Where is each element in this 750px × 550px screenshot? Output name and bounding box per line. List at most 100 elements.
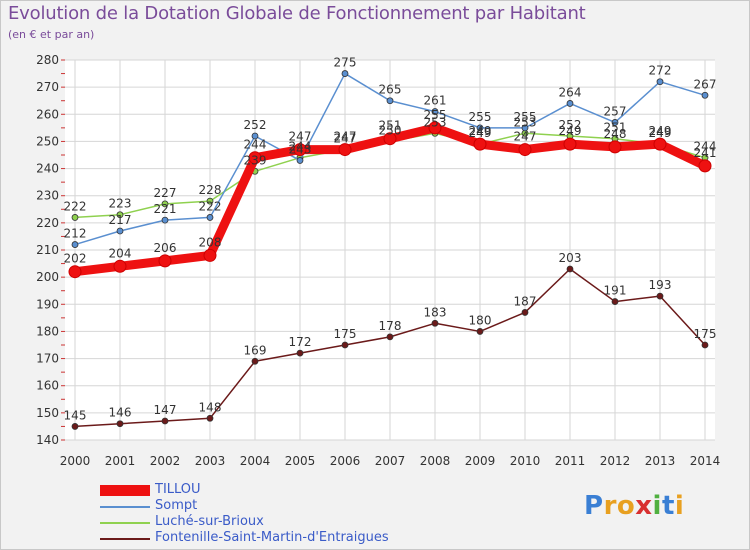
data-point [296,349,304,357]
data-label: 221 [154,202,177,216]
data-label: 217 [109,213,132,227]
x-tick-label: 2011 [555,454,586,468]
data-point [656,292,664,300]
data-point [698,159,712,173]
logo-letter: P [584,491,604,521]
y-tick-label: 160 [36,379,59,393]
data-label: 239 [244,153,267,167]
data-label: 244 [694,140,717,154]
logo-letter: t [661,491,675,521]
x-tick-label: 2000 [60,454,91,468]
data-label: 222 [199,199,222,213]
data-label: 208 [199,235,222,249]
x-tick-label: 2007 [375,454,406,468]
y-tick-label: 230 [36,189,59,203]
logo-letter: i [652,491,662,521]
data-point [518,143,532,157]
data-label: 247 [289,130,312,144]
data-point [428,121,442,135]
data-label: 264 [559,85,582,99]
data-label: 183 [424,305,447,319]
legend-swatch-fontenille [100,538,150,540]
data-label: 261 [424,94,447,108]
data-label: 146 [109,406,132,420]
data-label: 249 [649,126,672,140]
legend-label: Sompt [155,498,198,513]
x-tick-label: 2002 [150,454,181,468]
data-point [611,298,619,305]
y-tick-label: 250 [36,134,59,148]
data-point [71,423,79,430]
logo-letter: r [603,491,617,521]
data-label: 212 [64,227,87,241]
data-label: 249 [559,124,582,138]
y-tick-label: 180 [36,324,59,338]
data-point [206,414,214,422]
data-point [431,108,439,115]
legend-swatch-sompt [100,506,150,508]
y-tick-label: 140 [36,433,59,447]
data-label: 145 [64,408,87,422]
data-point [473,137,487,151]
data-point [158,254,172,268]
data-label: 255 [424,108,447,122]
data-label: 253 [514,115,537,129]
data-label: 244 [289,140,312,154]
data-point [341,341,349,349]
data-label: 249 [469,124,492,138]
data-label: 223 [109,197,132,211]
data-point [701,91,709,99]
x-tick-label: 2003 [195,454,226,468]
logo-letter: x [635,491,653,521]
data-label: 272 [649,64,672,78]
data-label: 227 [154,186,177,200]
proxiti-logo: Proxiti [584,491,684,521]
data-label: 187 [514,294,537,308]
legend-label: Luché-sur-Brioux [155,514,264,529]
data-label: 247 [334,130,357,144]
data-label: 251 [379,119,402,133]
data-point [296,157,304,164]
data-label: 206 [154,241,177,255]
y-tick-label: 270 [36,80,59,94]
data-point [521,309,529,316]
legend-label: Fontenille-Saint-Martin-d'Entraigues [155,530,389,545]
data-label: 253 [424,115,447,129]
data-point [611,119,619,126]
logo-letter: i [674,491,685,521]
x-tick-label: 2013 [645,454,676,468]
data-label: 275 [334,56,357,70]
x-tick-label: 2010 [510,454,541,468]
data-point [476,124,484,132]
data-label: 191 [604,284,627,298]
data-label: 228 [199,183,222,197]
y-tick-label: 240 [36,162,59,176]
chart-title: Evolution de la Dotation Globale de Fonc… [8,3,586,24]
data-label: 248 [604,127,627,141]
data-point [563,137,577,151]
y-tick-label: 220 [36,216,59,230]
data-point [341,70,349,77]
data-point [68,265,82,279]
data-label: 247 [514,130,537,144]
x-tick-label: 2014 [690,454,721,468]
data-label: 180 [469,313,492,327]
data-point [161,200,169,208]
data-label: 175 [334,327,357,341]
data-point [521,124,529,132]
data-point [656,78,664,86]
data-label: 204 [109,246,132,260]
data-point [251,132,259,140]
data-label: 178 [379,319,402,333]
x-tick-label: 2005 [285,454,316,468]
legend-swatch-luche [100,522,150,524]
x-tick-label: 2008 [420,454,451,468]
data-point [248,151,262,165]
legend-swatch-tillou [100,485,150,496]
data-point [161,216,169,224]
data-label: 148 [199,400,222,414]
data-point [566,265,574,273]
data-point [293,143,307,157]
data-point [338,143,352,157]
data-label: 202 [64,252,87,266]
